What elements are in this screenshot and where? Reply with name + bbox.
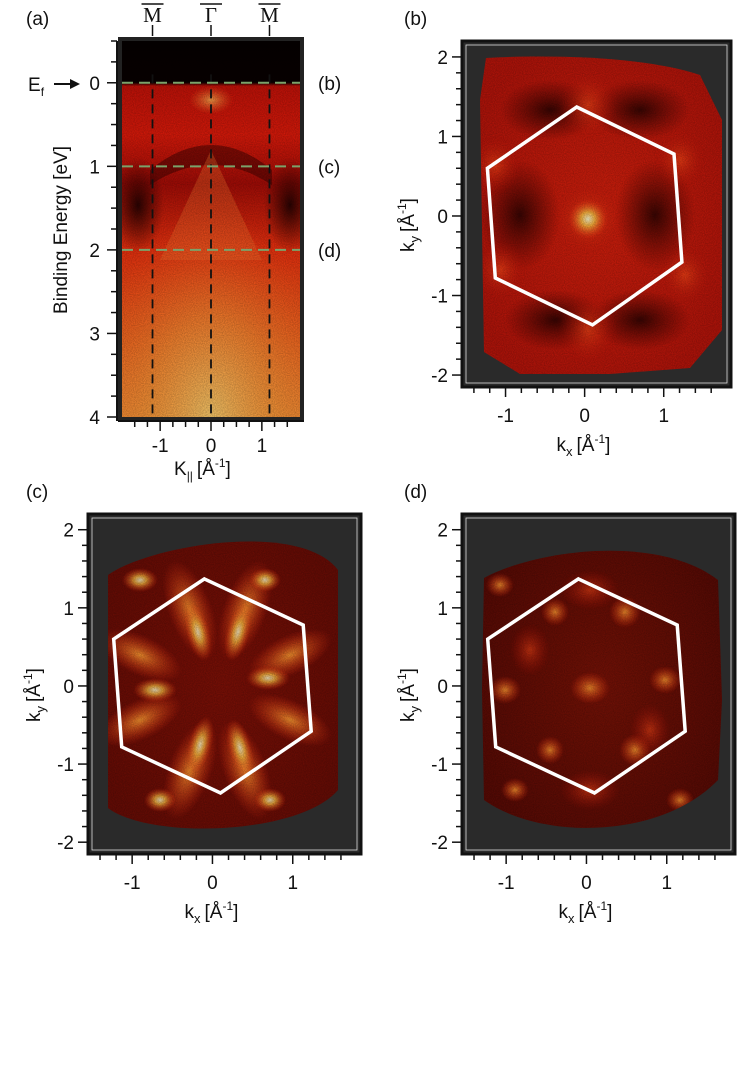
y-tick-label: 0 — [437, 207, 448, 228]
y-tick-label: 3 — [89, 324, 100, 345]
y-axis-label: ky[Å-1] — [395, 668, 422, 722]
panel-b: (b) -1 0 — [395, 9, 733, 459]
fermi-arrow-head — [70, 79, 80, 89]
panel-c-brillouin-zone — [111, 576, 314, 796]
panel-c-axes: -1 0 1 -2 -1 0 1 2 kx [Å-1] ky[Å-1] — [21, 514, 361, 926]
x-tick-label: 1 — [661, 873, 672, 894]
x-tick-label: 1 — [257, 436, 268, 457]
fermi-level-label: Ef — [28, 75, 80, 99]
panel-d: (d) — [395, 482, 737, 926]
x-tick-label: -1 — [497, 406, 514, 427]
y-tick-label: 0 — [63, 677, 74, 698]
y-axis-label: ky[Å-1] — [21, 668, 48, 722]
high-symmetry-label: Γ — [205, 3, 217, 27]
y-tick-label: -1 — [431, 755, 448, 776]
cut-reference-label: (d) — [318, 241, 341, 262]
panel-d-tag: (d) — [404, 482, 427, 503]
y-tick-label: -2 — [431, 366, 448, 387]
panel-a-x-label: K|| [Å-1] — [174, 456, 231, 483]
y-tick-label: 2 — [437, 48, 448, 69]
high-symmetry-label: M — [260, 3, 279, 27]
x-tick-label: 0 — [581, 873, 592, 894]
panel-a-y-label: Binding Energy [eV] — [51, 146, 72, 314]
x-tick-label: 1 — [287, 873, 298, 894]
y-tick-label: 0 — [437, 677, 448, 698]
x-axis-label: kx [Å-1] — [559, 899, 613, 926]
panel-a-cut-references: (b) (c) (d) — [318, 74, 341, 262]
panel-b-heatmap — [480, 56, 722, 374]
y-tick-label: 4 — [89, 408, 100, 429]
x-tick-label: 0 — [579, 406, 590, 427]
panel-a-y-axis: 0 1 2 3 4 — [89, 40, 118, 429]
x-tick-label: 0 — [207, 873, 218, 894]
panel-b-brillouin-zone — [485, 104, 684, 327]
x-tick-label: -1 — [152, 436, 169, 457]
x-tick-label: 0 — [206, 436, 217, 457]
panel-a: (a) 0 1 2 3 4 -1 0 1 M Γ M (b) (c) (d) Binding Ene… — [26, 3, 341, 483]
panel-b-tag: (b) — [404, 9, 427, 30]
y-tick-label: -1 — [57, 755, 74, 776]
y-tick-label: 0 — [89, 74, 100, 95]
panel-a-x-axis: -1 0 1 — [118, 420, 304, 457]
y-tick-label: 1 — [437, 127, 448, 148]
panel-a-tag: (a) — [26, 9, 49, 30]
y-tick-label: -2 — [431, 833, 448, 854]
panel-d-axes: -1 0 1 -2 -1 0 1 2 kx [Å-1] ky[Å-1] — [395, 514, 735, 926]
x-axis-label: kx [Å-1] — [557, 432, 611, 459]
panel-d-heatmap — [482, 550, 722, 828]
y-axis-label: ky[Å-1] — [395, 198, 422, 252]
panel-a-heatmap — [122, 41, 300, 417]
panel-b-axes: -1 0 1 -2 -1 0 1 2 kx [Å-1] ky[Å-1] — [395, 41, 731, 459]
svg-text:Ef: Ef — [28, 75, 45, 99]
high-symmetry-label: M — [143, 3, 162, 27]
y-tick-label: 1 — [89, 157, 100, 178]
y-tick-label: 2 — [89, 241, 100, 262]
cut-reference-label: (c) — [318, 157, 340, 178]
cut-reference-label: (b) — [318, 74, 341, 95]
x-tick-label: -1 — [498, 873, 515, 894]
y-tick-label: -2 — [57, 833, 74, 854]
y-tick-label: 1 — [63, 599, 74, 620]
y-tick-label: 2 — [63, 521, 74, 542]
x-axis-label: kx [Å-1] — [185, 899, 239, 926]
y-tick-label: 2 — [437, 521, 448, 542]
x-tick-label: -1 — [124, 873, 141, 894]
y-tick-label: 1 — [437, 599, 448, 620]
panel-d-brillouin-zone — [485, 576, 688, 796]
panel-c-tag: (c) — [26, 482, 48, 503]
x-tick-label: 1 — [658, 406, 669, 427]
panel-c: (c) — [21, 482, 363, 926]
y-tick-label: -1 — [431, 287, 448, 308]
panel-a-dashed-lines — [122, 74, 300, 417]
